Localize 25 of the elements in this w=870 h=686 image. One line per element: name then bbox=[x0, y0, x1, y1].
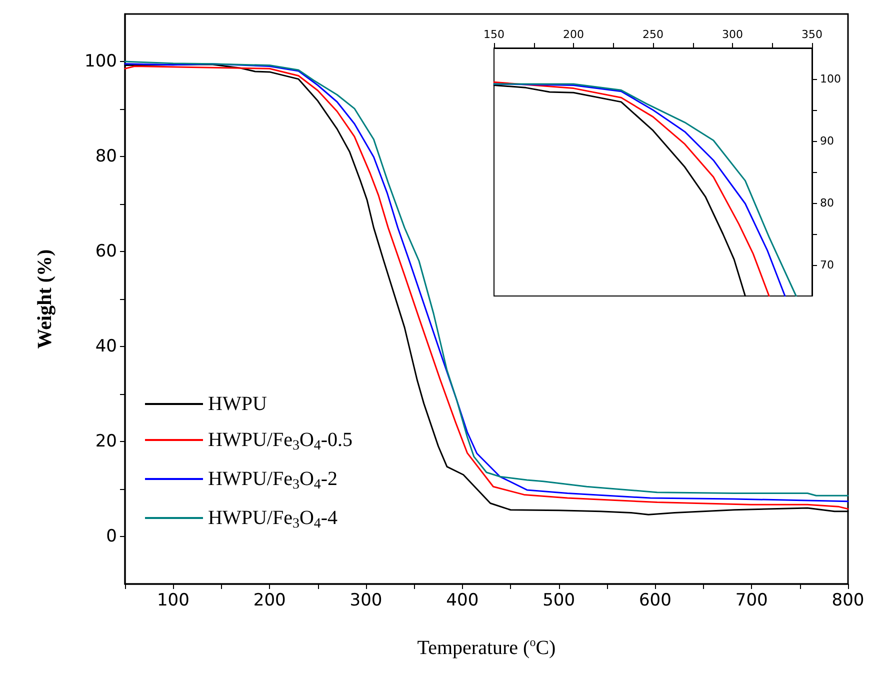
x-tick-label: 700 bbox=[735, 590, 768, 610]
y-tick-label: 0 bbox=[106, 526, 117, 546]
y-tick-label: 80 bbox=[95, 146, 117, 166]
y-tick-label: 100 bbox=[84, 52, 117, 72]
x-tick-label: 400 bbox=[446, 590, 479, 610]
y-tick-label: 80 bbox=[820, 196, 834, 210]
y-tick-label: 70 bbox=[820, 258, 834, 272]
x-tick-label: 600 bbox=[638, 590, 672, 610]
x-tick-label: 200 bbox=[253, 590, 286, 610]
y-tick-label: 90 bbox=[820, 134, 834, 148]
x-tick-label: 200 bbox=[563, 28, 584, 41]
x-tick-label: 250 bbox=[642, 28, 664, 41]
y-tick-label: 20 bbox=[95, 432, 117, 452]
y-tick-label: 40 bbox=[95, 336, 117, 356]
x-tick-label: 150 bbox=[484, 28, 504, 41]
x-tick-label: 350 bbox=[802, 28, 823, 41]
x-tick-label: 100 bbox=[156, 590, 190, 610]
y-tick-label: 100 bbox=[820, 72, 842, 86]
x-tick-label: 300 bbox=[722, 28, 744, 41]
x-tick-label: 300 bbox=[350, 590, 382, 610]
y-axis-title: Weight (%) bbox=[34, 249, 56, 349]
x-tick-label: 500 bbox=[542, 590, 576, 610]
x-tick-label: 800 bbox=[832, 590, 864, 610]
y-tick-label: 60 bbox=[95, 242, 117, 262]
legend-label: HWPU bbox=[208, 393, 268, 415]
